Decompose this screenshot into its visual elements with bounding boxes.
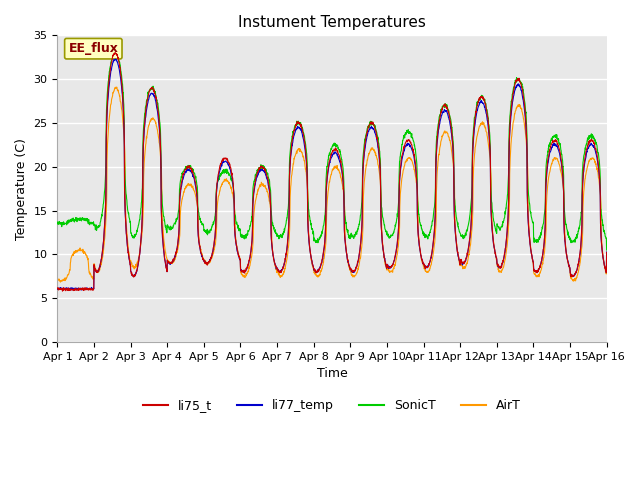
Legend: li75_t, li77_temp, SonicT, AirT: li75_t, li77_temp, SonicT, AirT	[138, 394, 526, 417]
Y-axis label: Temperature (C): Temperature (C)	[15, 138, 28, 240]
Text: EE_flux: EE_flux	[68, 42, 118, 55]
Title: Instument Temperatures: Instument Temperatures	[238, 15, 426, 30]
X-axis label: Time: Time	[317, 367, 348, 380]
